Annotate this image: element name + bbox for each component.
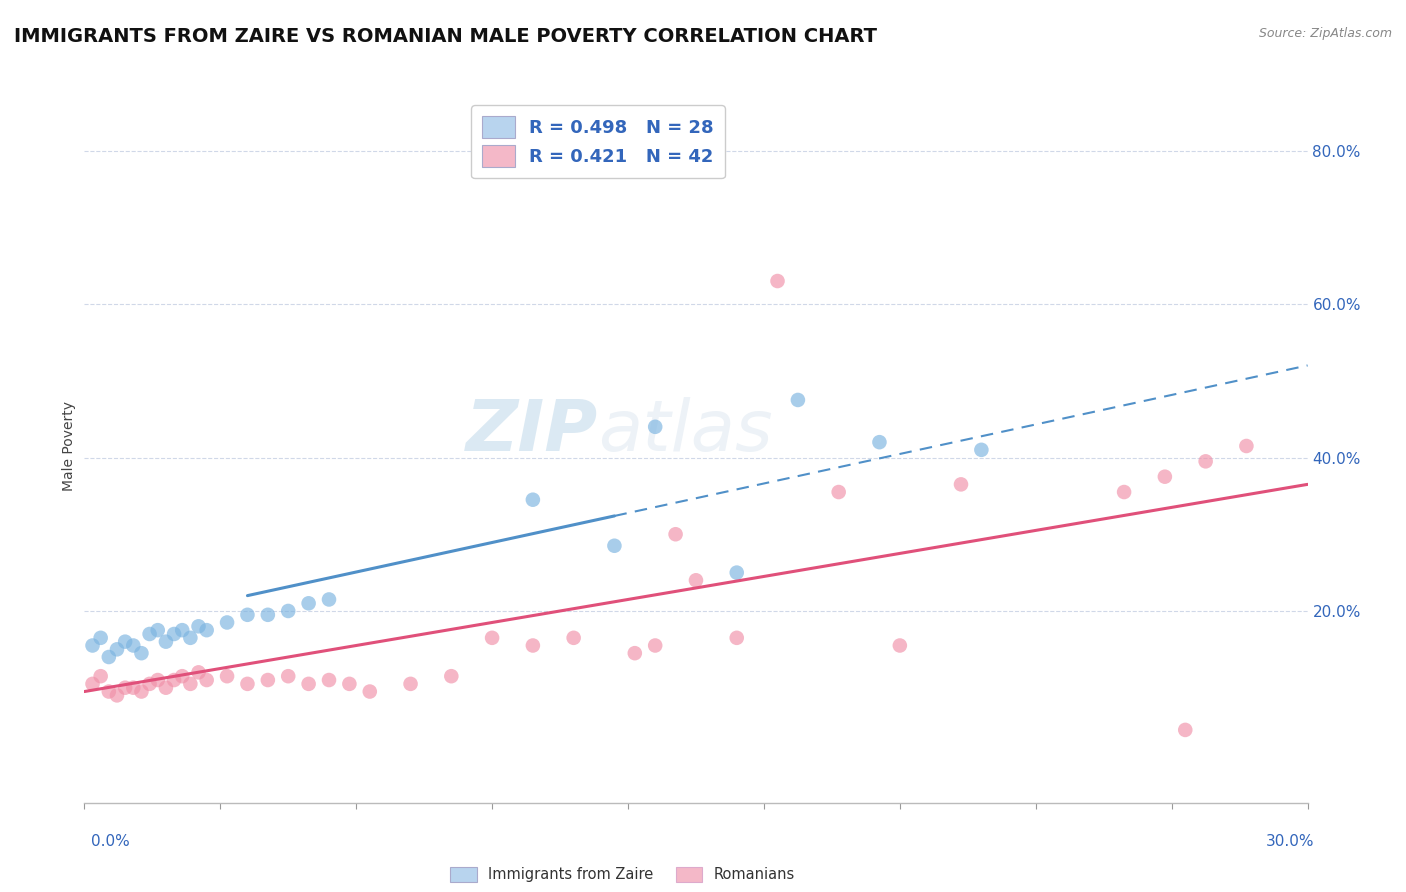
Point (298, 677, 321, 691)
Point (122, 681, 145, 695)
Point (644, 419, 666, 434)
Point (644, 639, 666, 653)
Point (339, 677, 360, 691)
Point (172, 623, 194, 637)
Point (562, 631, 585, 645)
Point (114, 634, 136, 648)
Point (399, 677, 422, 691)
Text: 30.0%: 30.0% (1267, 834, 1315, 849)
Point (97, 684, 120, 698)
Point (131, 646, 153, 660)
Point (131, 684, 153, 698)
Point (236, 677, 259, 691)
Point (1153, 469, 1175, 483)
Point (624, 646, 647, 660)
Text: Source: ZipAtlas.com: Source: ZipAtlas.com (1258, 27, 1392, 40)
Point (217, 615, 239, 630)
Point (257, 673, 280, 687)
Point (481, 631, 503, 645)
Point (869, 435, 891, 450)
Point (1195, 454, 1218, 468)
Point (1174, 723, 1197, 737)
Text: ZIP: ZIP (465, 397, 598, 467)
Point (950, 477, 973, 491)
Point (97, 650, 120, 665)
Point (277, 669, 299, 683)
Y-axis label: Male Poverty: Male Poverty (62, 401, 76, 491)
Point (522, 492, 544, 507)
Point (105, 689, 128, 703)
Point (90, 631, 112, 645)
Point (179, 677, 201, 691)
Point (1114, 485, 1136, 500)
Legend: Immigrants from Zaire, Romanians: Immigrants from Zaire, Romanians (444, 861, 800, 888)
Point (827, 485, 849, 500)
Point (603, 539, 626, 553)
Point (163, 627, 186, 641)
Point (172, 669, 194, 683)
Point (766, 274, 789, 288)
Point (82, 639, 104, 653)
Point (217, 669, 239, 683)
Text: atlas: atlas (598, 397, 773, 467)
Point (195, 623, 218, 637)
Text: IMMIGRANTS FROM ZAIRE VS ROMANIAN MALE POVERTY CORRELATION CHART: IMMIGRANTS FROM ZAIRE VS ROMANIAN MALE P… (14, 27, 877, 45)
Point (889, 639, 911, 653)
Point (1234, 439, 1257, 453)
Point (138, 677, 160, 691)
Text: 0.0%: 0.0% (91, 834, 131, 849)
Point (155, 681, 177, 695)
Point (970, 442, 993, 457)
Point (257, 607, 280, 622)
Point (187, 619, 209, 633)
Point (787, 392, 810, 407)
Point (179, 631, 201, 645)
Point (146, 673, 169, 687)
Point (138, 627, 160, 641)
Point (318, 592, 340, 607)
Point (187, 665, 209, 680)
Point (146, 623, 169, 637)
Point (318, 673, 340, 687)
Point (685, 574, 707, 588)
Point (195, 673, 218, 687)
Point (82, 677, 104, 691)
Point (298, 596, 321, 610)
Point (359, 684, 381, 698)
Point (664, 527, 686, 541)
Point (522, 639, 544, 653)
Point (277, 604, 299, 618)
Point (114, 681, 136, 695)
Point (155, 634, 177, 648)
Point (236, 607, 259, 622)
Point (163, 673, 186, 687)
Point (440, 669, 463, 683)
Point (105, 642, 128, 657)
Point (122, 639, 145, 653)
Point (725, 631, 748, 645)
Point (90, 669, 112, 683)
Point (725, 566, 748, 580)
